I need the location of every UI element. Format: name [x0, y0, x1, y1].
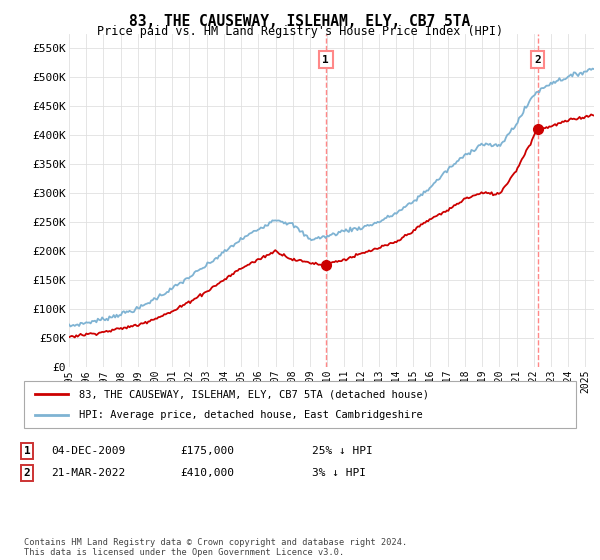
- Text: 21-MAR-2022: 21-MAR-2022: [51, 468, 125, 478]
- Text: £175,000: £175,000: [180, 446, 234, 456]
- Text: 25% ↓ HPI: 25% ↓ HPI: [312, 446, 373, 456]
- Text: 2: 2: [534, 55, 541, 64]
- Text: Price paid vs. HM Land Registry's House Price Index (HPI): Price paid vs. HM Land Registry's House …: [97, 25, 503, 38]
- Text: 04-DEC-2009: 04-DEC-2009: [51, 446, 125, 456]
- Text: £410,000: £410,000: [180, 468, 234, 478]
- Text: 83, THE CAUSEWAY, ISLEHAM, ELY, CB7 5TA: 83, THE CAUSEWAY, ISLEHAM, ELY, CB7 5TA: [130, 14, 470, 29]
- FancyBboxPatch shape: [24, 381, 576, 428]
- Text: HPI: Average price, detached house, East Cambridgeshire: HPI: Average price, detached house, East…: [79, 410, 423, 420]
- Text: Contains HM Land Registry data © Crown copyright and database right 2024.
This d: Contains HM Land Registry data © Crown c…: [24, 538, 407, 557]
- Text: 1: 1: [23, 446, 31, 456]
- Text: 3% ↓ HPI: 3% ↓ HPI: [312, 468, 366, 478]
- Text: 1: 1: [322, 55, 329, 64]
- Text: 83, THE CAUSEWAY, ISLEHAM, ELY, CB7 5TA (detached house): 83, THE CAUSEWAY, ISLEHAM, ELY, CB7 5TA …: [79, 389, 429, 399]
- Text: 2: 2: [23, 468, 31, 478]
